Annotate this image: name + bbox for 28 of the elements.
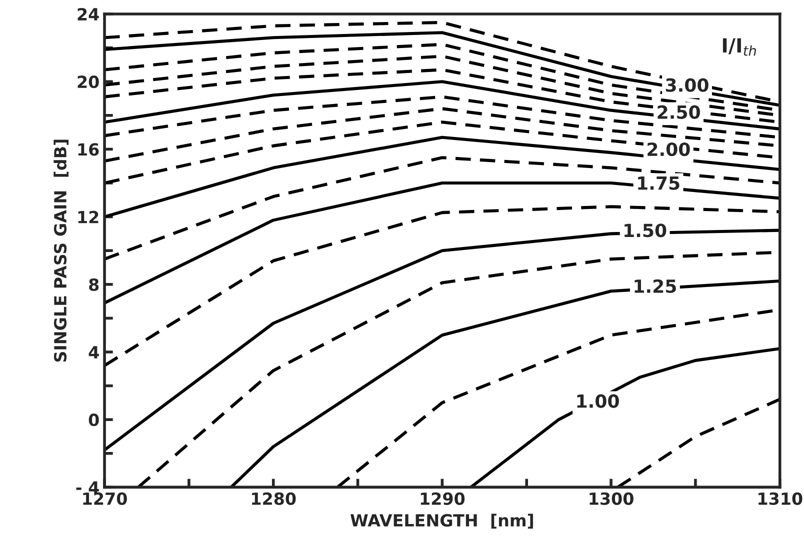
line-series <box>230 279 780 488</box>
y-tick-label: 0 <box>88 414 99 426</box>
x-tick-label: 1270 <box>83 492 127 505</box>
line-series <box>104 136 780 218</box>
x-axis-title: WAVELENGTH [nm] <box>350 514 533 529</box>
y-tick-label: 4 <box>88 346 99 358</box>
line-series <box>104 205 780 368</box>
x-tick-label: 1280 <box>252 492 296 505</box>
y-tick-label: 8 <box>89 278 99 291</box>
annotation: 1.25 <box>634 279 676 294</box>
y-tick-label: 16 <box>78 143 99 156</box>
x-tick-label: 1290 <box>420 492 465 505</box>
x-tick-label: 1300 <box>590 492 634 505</box>
line-series <box>104 80 780 130</box>
annotation: 1.75 <box>638 176 680 190</box>
annotation: 2.50 <box>658 105 700 119</box>
line-series <box>104 156 780 261</box>
y-tick-label: 12 <box>78 210 98 224</box>
annotation: 1.00 <box>577 394 619 408</box>
x-tick-label: 1310 <box>758 492 802 505</box>
y-tick-label: - 4 <box>76 481 99 494</box>
annotation: I/I$_{th}$ <box>722 38 756 56</box>
y-axis-title: SINGLE PASS GAIN [dB] <box>54 140 69 362</box>
y-tick-label: 24 <box>78 8 99 20</box>
annotation: 2.00 <box>648 142 690 156</box>
annotation: 3.00 <box>666 78 708 92</box>
y-tick-label: 20 <box>78 76 99 88</box>
annotation: 1.50 <box>624 224 666 238</box>
